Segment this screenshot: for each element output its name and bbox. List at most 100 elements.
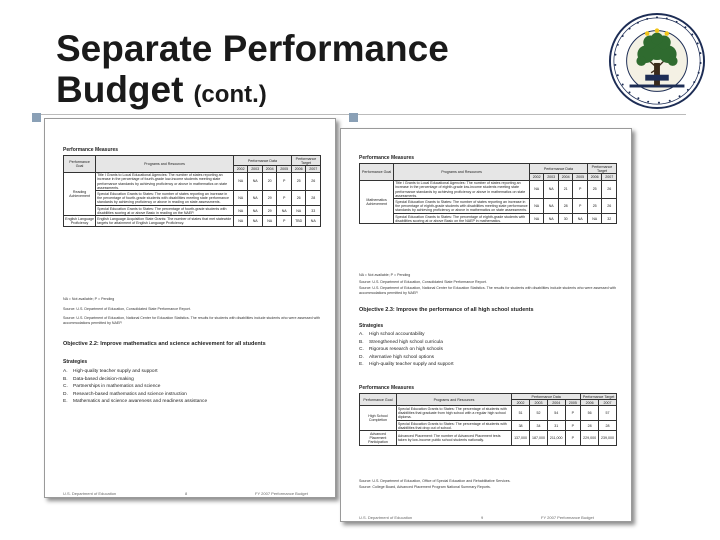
value-cell: 229,000 (580, 430, 600, 447)
table-header-row: Performance Goal Programs and Resources … (359, 392, 617, 407)
value-cell: 26 (305, 171, 321, 192)
table-row: Special Education Grants to States: The … (64, 205, 321, 217)
value-cell: 52 (529, 405, 548, 422)
list-letter: B. (359, 339, 364, 345)
footer-left: U.S. Department of Education (359, 515, 413, 520)
col-data-header: Performance Data (528, 162, 588, 175)
performance-measures-table-2: Performance Goal Programs and Resources … (359, 392, 617, 447)
value-cell: 20 (261, 171, 278, 192)
value-cell: NA (528, 198, 545, 215)
value-cell: 28 (557, 198, 574, 215)
value-cell: NA (543, 213, 559, 225)
value-cell: 29 (261, 205, 278, 217)
source-note: Source: U.S. Department of Education, Na… (63, 316, 321, 325)
value-cell: TBD (290, 215, 307, 227)
value-cell: 211,000 (546, 430, 566, 447)
col-goal-header: Performance Goal (62, 155, 97, 173)
performance-measures-table: Performance Goal Programs and Resources … (62, 154, 322, 227)
value-cell: NA (528, 213, 545, 225)
value-cell: NA (247, 190, 263, 207)
footer-page-number: 8 (185, 491, 188, 496)
goal-cell: Mathematics Achievement (358, 179, 395, 225)
value-cell: NA (247, 171, 263, 192)
goal-cell: English Language Proficiency (62, 215, 97, 227)
value-cell: NA (543, 179, 559, 200)
col-programs-header: Programs and Resources (393, 163, 530, 181)
col-goal-header: Performance Goal (358, 163, 395, 181)
year-header: 2007 (598, 399, 617, 407)
value-cell: 31 (546, 419, 566, 432)
objective-heading: Objective 2.3: Improve the performance o… (359, 307, 534, 313)
value-cell: 54 (546, 405, 566, 422)
value-cell: P (572, 179, 588, 200)
value-cell: NA (247, 205, 263, 217)
year-header: 2007 (601, 173, 617, 181)
value-cell: 32 (601, 213, 617, 225)
value-cell: NA (586, 213, 603, 225)
list-item: B. Strengthened high school curricula (359, 339, 617, 347)
performance-measures-table: Performance Goal Programs and Resources … (358, 162, 618, 225)
col-programs-header: Programs and Resources (95, 155, 234, 173)
list-item: E. Mathematics and science awareness and … (63, 398, 321, 406)
value-cell: 26 (601, 179, 617, 200)
col-target-header: Performance Target (290, 154, 322, 167)
list-text: Partnerships in mathematics and science (73, 384, 161, 389)
value-cell: NA (572, 213, 588, 225)
source-note: Source: College Board, Advanced Placemen… (359, 485, 491, 489)
table-row: Reading Achievement Title I Grants to Lo… (62, 171, 321, 217)
goal-cell: Reading Achievement (62, 171, 97, 217)
list-item: B. Data-based decision-making (63, 376, 321, 384)
program-cell: Title I Grants to Local Educational Agen… (393, 179, 530, 200)
list-text: High-quality teacher supply and support (73, 369, 158, 374)
program-cell: Special Education Grants to States: The … (393, 213, 530, 225)
table-row: Special Education Grants to States: The … (360, 419, 617, 432)
program-cell: Special Education Grants to States: The … (395, 419, 513, 432)
value-cell: NA (232, 205, 249, 217)
value-cell: P (564, 405, 582, 422)
strategies-heading: Strategies (359, 323, 384, 329)
source-note: Source: U.S. Department of Education, Na… (359, 286, 617, 295)
department-of-education-seal (608, 12, 706, 110)
value-cell: 26 (290, 190, 307, 207)
value-cell: 33 (305, 205, 321, 217)
list-letter: C. (359, 347, 364, 352)
program-cell: Special Education Grants to States: The … (395, 405, 513, 422)
list-text: High-quality teacher supply and support (369, 362, 454, 367)
list-text: Research-based mathematics and science i… (73, 391, 187, 397)
section-heading-2: Performance Measures (359, 385, 415, 391)
list-item: A. High school accountability (359, 331, 617, 339)
col-data-header: Performance Data (232, 154, 292, 167)
table-row: Special Education Grants to States: The … (64, 190, 321, 207)
footer-left: U.S. Department of Education (63, 491, 117, 496)
col-target-header: Performance Target (580, 392, 617, 401)
strategies-list: A. High-quality teacher supply and suppor… (63, 368, 321, 406)
section-heading: Performance Measures (359, 155, 415, 161)
value-cell: NA (290, 205, 307, 217)
value-cell: 29 (261, 190, 278, 207)
title-line-1: Separate Performance (56, 28, 449, 69)
year-header: 2007 (305, 165, 321, 173)
value-cell: NA (232, 215, 249, 227)
table-row: Special Education Grants to States: The … (360, 213, 617, 225)
list-item: C. Partnerships in mathematics and scienc… (63, 383, 321, 391)
slide-bullet (32, 113, 41, 122)
program-cell: Special Education Grants to States: The … (95, 190, 234, 207)
goal-cell: High School Completion (359, 405, 397, 432)
value-cell: 187,000 (529, 430, 548, 447)
list-item: E. High-quality teacher supply and suppor… (359, 361, 617, 369)
list-item: A. High-quality teacher supply and suppor… (63, 368, 321, 376)
slide-title: Separate Performance Budget (cont.) (56, 28, 449, 115)
objective-heading: Objective 2.2: Improve mathematics and s… (63, 341, 266, 347)
goal-cell: Advanced Placement Participation (359, 430, 397, 447)
value-cell: P (276, 171, 292, 192)
strategies-list: A. High school accountability B. Strengthe… (359, 331, 617, 369)
list-letter: A. (63, 369, 68, 374)
divider-line (36, 114, 686, 115)
list-letter: D. (63, 391, 68, 397)
table-row: English Language Proficiency English Lan… (62, 215, 321, 227)
table-legend: NA = Not available; P = Pending (63, 297, 115, 301)
list-text: Mathematics and science awareness and re… (73, 399, 208, 404)
title-budget: Budget (56, 69, 184, 110)
value-cell: NA (543, 198, 559, 215)
value-cell: NA (528, 179, 545, 200)
